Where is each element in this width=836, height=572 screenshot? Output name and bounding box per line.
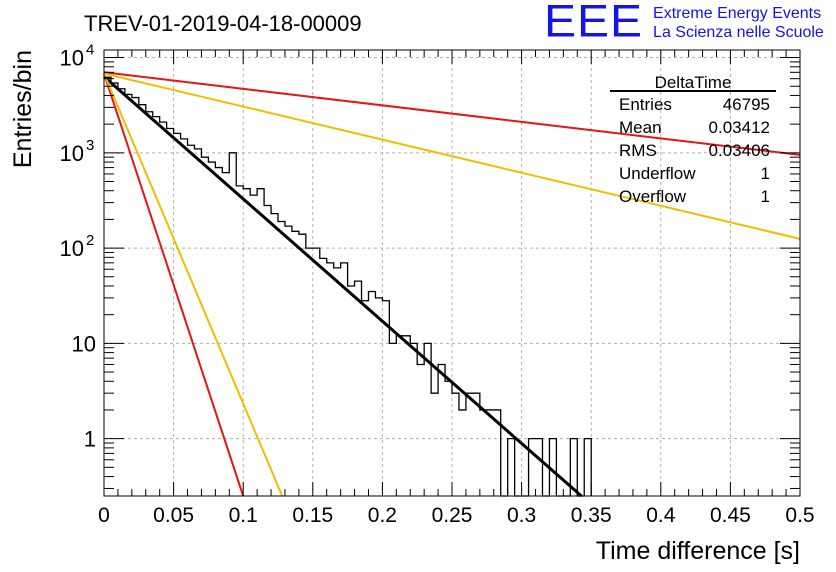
y-tick-exponent: 4 [86,42,94,59]
logo-line-2: La Scienza nelle Scuole [653,24,824,41]
y-tick-label: 10 [60,46,84,71]
stats-value: 46795 [723,95,770,114]
y-tick-label: 10 [60,141,84,166]
stats-label: Mean [619,118,662,137]
x-tick-label: 0.05 [153,504,194,527]
fit-line-4 [103,71,801,156]
stats-label: Overflow [619,187,687,206]
fit-lines [103,71,801,498]
stats-label: Underflow [619,164,696,183]
run-title: TREV-01-2019-04-18-00009 [84,11,362,36]
y-tick-exponent: 3 [86,137,94,154]
y-tick-label: 1 [84,427,96,452]
eee-logo-letters: EEE [544,0,644,47]
x-tick-label: 0.25 [432,504,473,527]
fit-line-1 [103,75,583,498]
x-tick-label: 0.15 [292,504,333,527]
x-tick-label: 0.1 [229,504,258,527]
stats-label: Entries [619,95,672,114]
fit-line-2 [103,73,245,497]
y-tick-label: 10 [60,236,84,261]
x-axis-label: Time difference [s] [596,537,800,565]
stats-rows: Entries 46795 Mean 0.03412 RMS 0.03406 Underfl… [619,95,770,206]
grid-lines [104,50,800,496]
stats-value: 0.03412 [709,118,770,137]
x-tick-label: 0.3 [507,504,536,527]
x-tick-label: 0.5 [785,504,814,527]
y-tick-exponent: 2 [86,232,94,249]
stats-value: 1 [761,164,770,183]
stats-box: DeltaTime Entries 46795 Mean 0.03412 RMS 0.03… [610,73,776,206]
axes: 0 0.05 0.1 0.15 0.2 0.25 0.3 0.35 0.4 0.45 0.5 1 10 1… [60,42,815,527]
stats-title: DeltaTime [655,73,732,92]
fit-line-3 [103,73,284,497]
logo-line-1: Extreme Energy Events [653,5,822,22]
x-tick-label: 0.35 [571,504,612,527]
stats-label: RMS [619,141,657,160]
x-tick-label: 0 [98,504,110,527]
stats-value: 1 [761,187,770,206]
y-tick-label: 10 [72,331,96,356]
x-tick-label: 0.2 [368,504,397,527]
stats-value: 0.03406 [709,141,770,160]
x-tick-label: 0.4 [646,504,676,527]
x-tick-label: 0.45 [710,504,751,527]
y-axis-label: Entries/bin [9,50,37,168]
fit-line-5 [103,72,801,240]
eee-logo-text: Extreme Energy Events La Scienza nelle S… [653,4,824,42]
eee-logo: EEE Extreme Energy Events La Scienza nel… [544,0,824,47]
